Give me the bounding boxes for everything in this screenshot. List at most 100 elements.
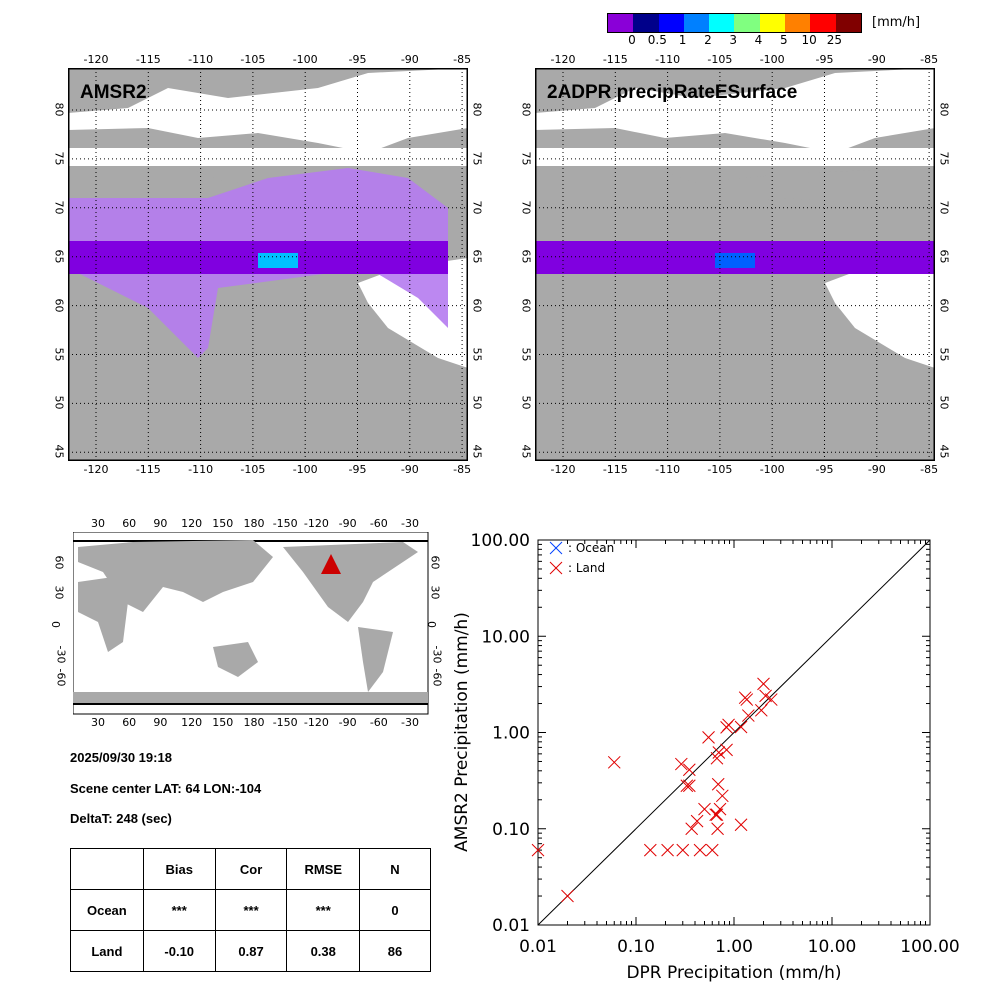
data-point-land [711,822,724,836]
colorbar-label: 25 [826,33,843,47]
data-point-land [709,808,723,822]
legend-marker [549,541,563,555]
lon-tick-label: -120 [83,463,109,476]
data-point-land [702,731,715,744]
data-point-land [607,755,621,769]
lon-tick-label: -85 [920,53,939,66]
lon-tick-label: -100 [292,463,318,476]
x-tick-label: 0.01 [519,937,557,957]
lon-tick-label: -100 [759,463,785,476]
data-point-land [715,789,729,803]
lon-tick-label: -115 [135,53,161,66]
datetime: 2025/09/30 19:18 [70,750,172,765]
lon-tick-label: -90 [338,517,357,530]
data-point-land [674,757,688,771]
lon-tick-label: 90 [153,716,168,729]
lon-tick-label: 30 [91,517,105,530]
lon-tick-label: -85 [920,463,939,476]
lon-tick-label: -90 [400,463,419,476]
legend-marker [549,561,563,575]
colorbar-swatch [734,14,760,32]
x-tick-label: 10.00 [808,937,857,957]
lon-tick-label: 60 [122,716,137,729]
lon-tick-label: 90 [153,517,168,530]
x-axis-label: DPR Precipitation (mm/h) [626,963,841,983]
colorbar [607,13,862,33]
legend-label: : Ocean [568,541,614,555]
data-point-land [759,689,772,703]
lon-tick-label: 30 [91,716,105,729]
data-point-land [712,746,726,759]
data-point-land [682,763,696,777]
table-row: Land -0.10 0.87 0.38 86 [70,930,431,972]
colorbar-unit: [mm/h] [872,15,921,30]
lon-tick-label: 120 [181,716,203,729]
x-tick-label: 100.00 [900,937,959,957]
data-point-land [722,718,735,732]
colorbar-label: 5 [779,33,788,47]
globe-map [73,532,429,715]
data-point-land [680,779,694,793]
colorbar-label: 2 [704,33,712,47]
stats-table: Bias Cor RMSE N Ocean *** *** *** 0 Land -0.10 0.… [70,848,431,972]
lon-tick-label: -90 [867,53,886,66]
lon-tick-label: -30 [401,517,419,530]
lon-tick-label: -115 [135,463,161,476]
data-point-land [757,677,770,691]
deltat: DeltaT: 248 (sec) [70,811,172,826]
map-title: AMSR2 [80,82,147,103]
lon-tick-label: -120 [303,517,329,530]
colorbar-label: 0.5 [647,33,667,47]
colorbar-label: 3 [729,33,738,47]
data-point-land [741,709,755,722]
y-tick-label: 1.00 [492,724,530,744]
x-tick-label: 0.10 [617,937,655,957]
colorbar-swatch [785,14,811,32]
data-point-land [698,802,711,816]
lon-tick-label: -90 [867,463,886,476]
data-point-land [682,779,696,793]
lon-tick-label: -95 [348,53,367,66]
lon-tick-label: 150 [212,716,234,729]
data-point-land [734,720,748,734]
lon-tick-label: -115 [602,53,628,66]
data-point-land [531,843,545,857]
colorbar-swatch [633,14,659,32]
lon-tick-label: -30 [401,716,419,729]
data-point-land [720,743,733,757]
table-row: Ocean *** *** *** 0 [70,889,431,931]
y-tick-label: 10.00 [481,627,530,647]
data-point-land [705,843,719,857]
lon-tick-label: -115 [602,463,628,476]
y-tick-label: 0.10 [492,820,530,840]
table-header-row: Bias Cor RMSE N [70,848,431,890]
lon-tick-label: 120 [181,517,203,530]
colorbar-swatch [683,14,710,32]
data-point-land [754,703,768,717]
colorbar-label: 4 [754,33,763,47]
colorbar-swatch [709,14,735,32]
lon-tick-label: -95 [815,463,834,476]
identity-line [537,539,931,926]
colorbar-swatch [810,14,836,32]
x-tick-label: 1.00 [715,937,753,957]
lon-tick-label: -120 [550,463,576,476]
lon-tick-label: -120 [550,53,576,66]
legend-label: : Land [568,561,605,575]
y-tick-label: 0.01 [492,916,530,936]
lon-tick-label: -85 [453,463,472,476]
data-point-land [764,693,778,706]
scene-center: Scene center LAT: 64 LON:-104 [70,781,262,796]
lon-tick-label: -95 [815,53,834,66]
lon-tick-label: -120 [83,53,109,66]
lon-tick-label: -110 [188,53,214,66]
lon-tick-label: 60 [122,517,137,530]
lon-tick-label: -100 [759,53,785,66]
lon-tick-label: -90 [400,53,419,66]
data-point-land [710,808,724,822]
data-point-land [740,693,754,706]
data-point-land [561,889,574,903]
data-point-land [711,777,725,791]
data-point-land [676,843,690,857]
y-axis-label: AMSR2 Precipitation (mm/h) [452,612,472,852]
